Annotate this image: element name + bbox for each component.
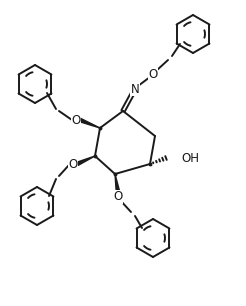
Polygon shape [79,118,100,128]
Polygon shape [115,174,120,192]
Text: O: O [113,191,123,203]
Text: O: O [71,114,81,126]
Polygon shape [76,156,95,166]
Text: N: N [131,83,139,95]
Text: O: O [148,68,158,80]
Text: OH: OH [181,151,199,165]
Text: O: O [68,158,78,170]
